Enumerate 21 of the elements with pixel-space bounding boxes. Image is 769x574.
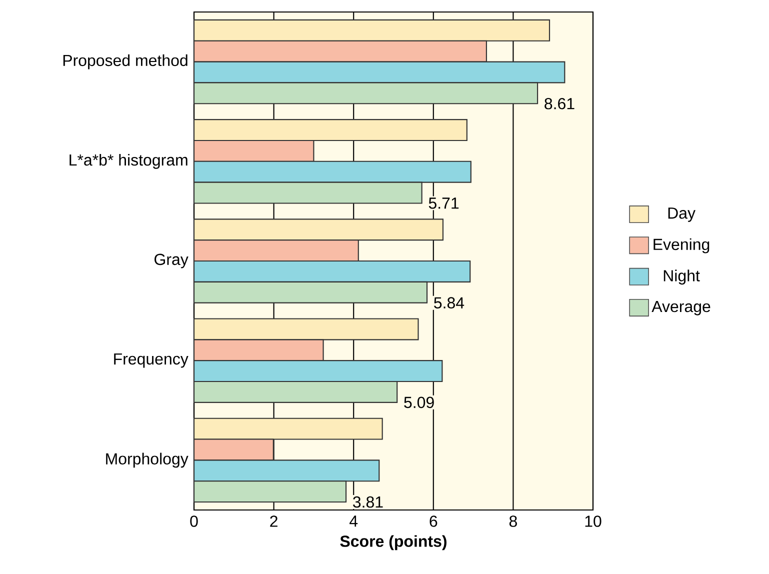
legend-label: Night [664, 270, 700, 285]
data-label: 8.61 [544, 98, 574, 110]
y-tick-label: Proposed method [63, 54, 188, 70]
x-tick-label: 6 [430, 516, 438, 527]
x-axis-title: Score (points) [340, 535, 446, 550]
data-label: 5.71 [428, 198, 459, 209]
x-tick-label: 10 [585, 516, 602, 527]
legend-label: Evening [654, 238, 710, 254]
data-label: 5.84 [434, 297, 464, 308]
data-label: 5.09 [404, 396, 434, 408]
x-tick-label: 8 [509, 516, 517, 527]
y-tick-label: L*a*b* histogram [70, 154, 188, 169]
legend-label: Day [668, 208, 696, 222]
y-tick-label: Morphology [106, 452, 188, 468]
legend-label: Average [652, 301, 710, 316]
x-tick-label: 0 [190, 516, 198, 527]
data-label: 3.81 [353, 496, 383, 508]
y-tick-label: Frequency [114, 353, 188, 368]
y-tick-label: Gray [154, 254, 188, 268]
x-tick-label: 4 [350, 516, 358, 527]
x-tick-label: 2 [270, 516, 278, 527]
